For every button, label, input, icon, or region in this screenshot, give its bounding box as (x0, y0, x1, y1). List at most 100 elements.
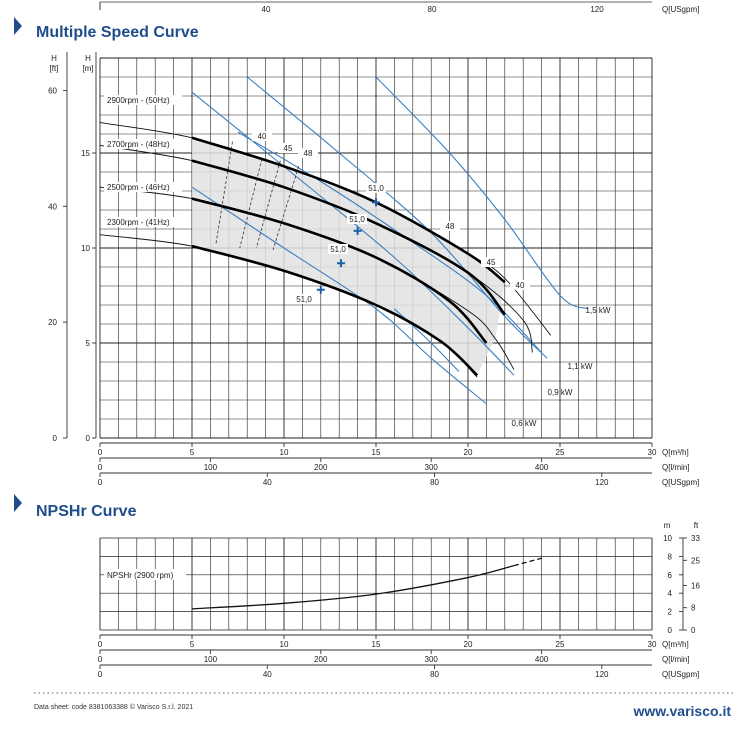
multiple-speed-axes: 0 20 40 60 0 5 10 15 0 5 10 15 20 25 30 Q[m³/h] 0 100 200 3… (48, 52, 699, 487)
power-label-0: 1,5 kW (586, 306, 611, 315)
power-label-1: 1,1 kW (568, 362, 593, 371)
pump-curve-operating-1 (191, 159, 506, 316)
speed-label-2: 2500rpm - (46Hz) (107, 183, 170, 192)
npsh-ft-tick-label: 8 (691, 604, 696, 613)
npsh-ft-unit: ft (694, 521, 699, 530)
npsh-m-tick-label: 8 (668, 552, 673, 561)
pump-curve-operating-2 (191, 197, 488, 344)
m-tick-label: 0 (86, 434, 91, 443)
x-tick-label: 25 (556, 448, 565, 457)
efficiency-label-bg (298, 148, 318, 158)
efficiency-label-3: 51,0 (368, 184, 384, 193)
x-tick-label: 200 (314, 463, 328, 472)
power-curve-2 (191, 91, 515, 376)
efficiency-label-bg (510, 280, 530, 290)
x-tick-label: 15 (372, 448, 381, 457)
efficiency-label-bg (328, 244, 348, 254)
pump-curve-operating-3 (191, 244, 479, 377)
speed-label-3: 2300rpm - (41Hz) (107, 218, 170, 227)
x-tick-label: 300 (425, 655, 439, 664)
speed-label-bg (104, 95, 182, 105)
efficiency-label-2: 48 (304, 149, 313, 158)
top-axis-tick-80: 80 (428, 5, 437, 14)
npsh-ft-tick-label: 25 (691, 556, 700, 565)
x-tick-label: 10 (280, 640, 289, 649)
efficiency-label-9: 40 (516, 281, 525, 290)
npsh-ft-tick-label: 16 (691, 581, 700, 590)
top-usgpm-axis: 40 80 120 Q[USgpm] (99, 1, 699, 14)
efficiency-label-7: 48 (446, 222, 455, 231)
multiple-speed-title: Multiple Speed Curve (36, 24, 199, 41)
efficiency-label-bg (440, 221, 460, 231)
ft-axis-letter: H (51, 54, 57, 63)
npshr-curve-extension (513, 557, 542, 567)
npsh-m-tick-label: 0 (668, 626, 673, 635)
npsh-m-tick-label: 4 (668, 589, 673, 598)
bep-marker-0 (372, 198, 380, 207)
x-tick-label: 20 (464, 448, 473, 457)
ft-tick-label: 20 (48, 318, 57, 327)
efficiency-label-0: 40 (258, 132, 267, 141)
ft-axis-unit: [ft] (50, 64, 59, 73)
npshr-label-bg (104, 569, 186, 580)
ft-tick-label: 60 (48, 86, 57, 95)
npsh-m-tick-label: 10 (663, 534, 672, 543)
datasheet-code: Data sheet: code 8381063388 © Varisco S.… (34, 703, 193, 711)
speed-label-bg (104, 139, 182, 149)
efficiency-label-6: 51,0 (296, 295, 312, 304)
efficiency-label-bg (278, 143, 298, 153)
m-tick-label: 10 (81, 244, 90, 253)
npshr-chart: NPSHr (2900 rpm) (99, 537, 653, 631)
x-tick-label: 200 (314, 655, 328, 664)
npshr-curve (191, 564, 515, 610)
website-link[interactable]: www.varisco.it (632, 703, 731, 719)
efficiency-dashed-2 (256, 160, 281, 249)
x-tick-label: 30 (648, 640, 657, 649)
x-axis-unit-2: Q[USgpm] (662, 478, 699, 487)
multiple-speed-chart: 2900rpm - (50Hz) 2700rpm - (48Hz) 2500rpm … (99, 57, 653, 439)
power-curve-0 (375, 76, 588, 310)
m-tick-label: 15 (81, 149, 90, 158)
x-tick-label: 0 (98, 640, 103, 649)
x-axis-unit-1: Q[l/min] (662, 655, 690, 664)
x-tick-label: 0 (98, 448, 103, 457)
top-axis-tick-120: 120 (590, 5, 604, 14)
npsh-ft-tick-label: 0 (691, 626, 696, 635)
power-label-2: 0,9 kW (548, 388, 573, 397)
ft-tick-label: 0 (53, 434, 58, 443)
npsh-m-tick-label: 6 (668, 571, 673, 580)
m-tick-label: 5 (86, 339, 91, 348)
x-axis-unit-0: Q[m³/h] (662, 640, 689, 649)
ft-tick-label: 40 (48, 202, 57, 211)
x-tick-label: 80 (430, 478, 439, 487)
npsh-m-unit: m (664, 521, 671, 530)
m-axis-letter: H (85, 54, 91, 63)
x-tick-label: 120 (595, 478, 609, 487)
x-tick-label: 15 (372, 640, 381, 649)
x-tick-label: 120 (595, 670, 609, 679)
x-tick-label: 30 (648, 448, 657, 457)
top-axis-tick-40: 40 (262, 5, 271, 14)
efficiency-label-1: 45 (284, 144, 293, 153)
bep-marker-1 (353, 226, 362, 235)
npsh-ft-tick-label: 33 (691, 534, 700, 543)
m-axis-unit: [m] (82, 64, 93, 73)
x-tick-label: 40 (263, 670, 272, 679)
npshr-series-label: NPSHr (2900 rpm) (107, 571, 174, 580)
speed-label-1: 2700rpm - (48Hz) (107, 140, 170, 149)
efficiency-label-bg (294, 294, 314, 304)
x-tick-label: 0 (98, 463, 103, 472)
speed-label-bg (104, 217, 182, 227)
x-axis-unit-2: Q[USgpm] (662, 670, 699, 679)
efficiency-label-bg (366, 183, 386, 193)
section-arrow-icon (14, 494, 22, 512)
x-tick-label: 100 (204, 655, 218, 664)
x-tick-label: 300 (425, 463, 439, 472)
efficiency-dashed-1 (239, 158, 263, 249)
bep-marker-2 (337, 259, 346, 268)
x-tick-label: 80 (430, 670, 439, 679)
x-tick-label: 0 (98, 655, 103, 664)
top-axis-unit: Q[USgpm] (662, 5, 699, 14)
